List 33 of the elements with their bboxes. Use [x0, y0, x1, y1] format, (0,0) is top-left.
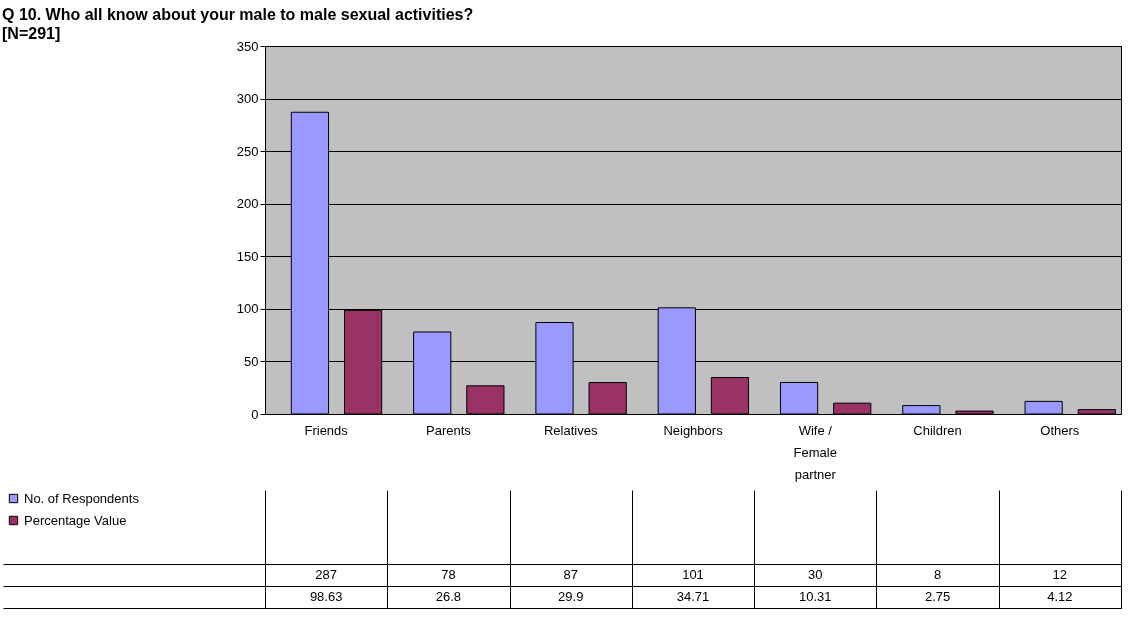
data-label: 287 [315, 567, 337, 582]
data-label: 26.8 [435, 589, 462, 604]
data-label: 10.31 [799, 589, 832, 604]
x-tick-label: Neighbors [663, 422, 724, 438]
data-label: 98.63 [309, 589, 343, 604]
y-tick-label: 250 [236, 143, 259, 159]
y-tick-label: 350 [236, 38, 259, 54]
y-tick-label: 100 [236, 301, 259, 317]
data-label: 87 [563, 567, 578, 582]
x-tick-label: Others [1040, 422, 1080, 438]
legend-label: Percentage Value [24, 512, 127, 528]
chart-title: Q 10. Who all know about your male to male sexual activities? [2, 5, 474, 23]
data-label: 12 [1052, 567, 1068, 582]
x-tick-label: Children [913, 422, 962, 438]
legend-label: No. of Respondents [24, 490, 140, 506]
y-tick-label: 300 [236, 91, 259, 107]
y-tick-label: 50 [244, 353, 259, 369]
y-tick-label: 200 [236, 196, 259, 212]
data-label: 30 [808, 567, 823, 582]
text: [N=291] [2, 24, 61, 42]
data-label: 4.12 [1047, 589, 1073, 604]
data-label: 2.75 [924, 589, 951, 604]
y-tick-label: 150 [236, 248, 259, 264]
data-label: 29.9 [558, 589, 584, 604]
x-tick-label: Friends [304, 422, 349, 438]
data-label: 8 [933, 567, 942, 582]
data-label: 78 [441, 567, 456, 582]
y-tick-label: 0 [251, 406, 259, 422]
x-tick-label: Parents [426, 422, 472, 438]
data-label: 34.71 [676, 589, 710, 604]
data-label: 101 [682, 567, 704, 582]
x-tick-label: Wife / Female partner [793, 422, 837, 482]
x-tick-label: Relatives [543, 422, 598, 438]
